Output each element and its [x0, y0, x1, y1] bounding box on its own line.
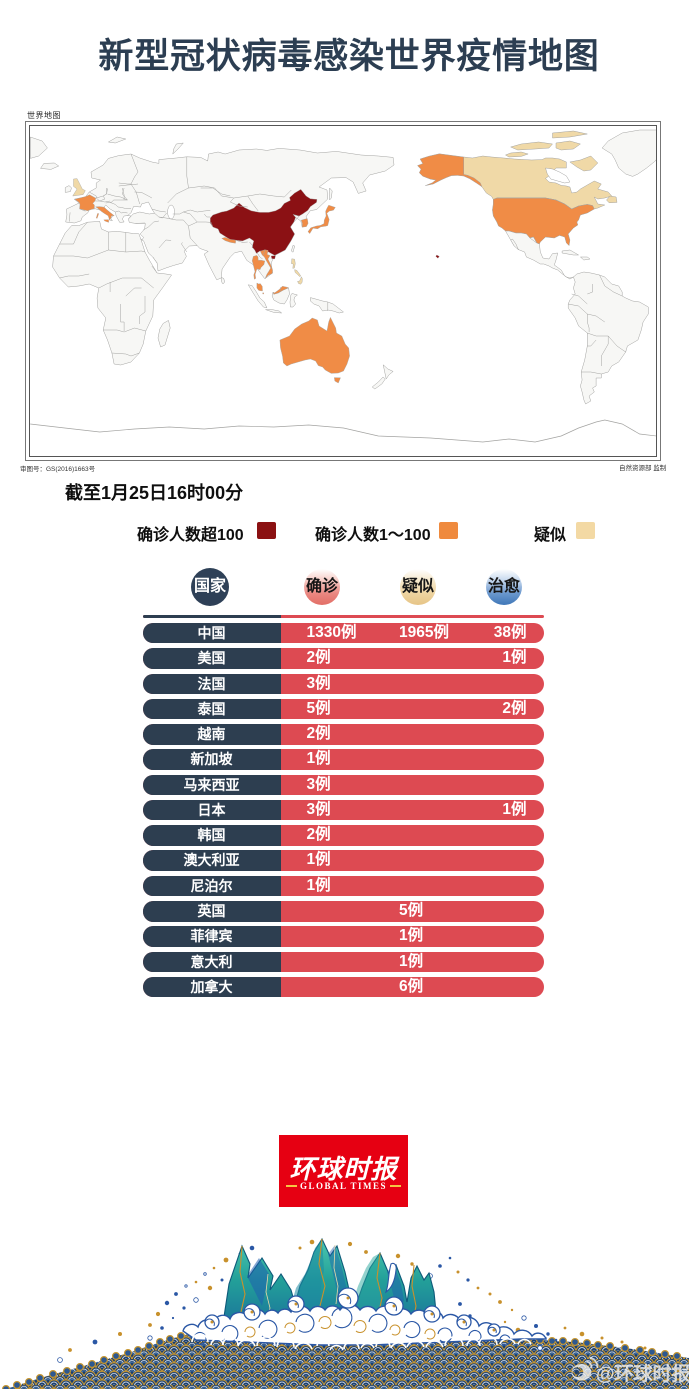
svg-text:@环球时报: @环球时报: [596, 1362, 690, 1385]
